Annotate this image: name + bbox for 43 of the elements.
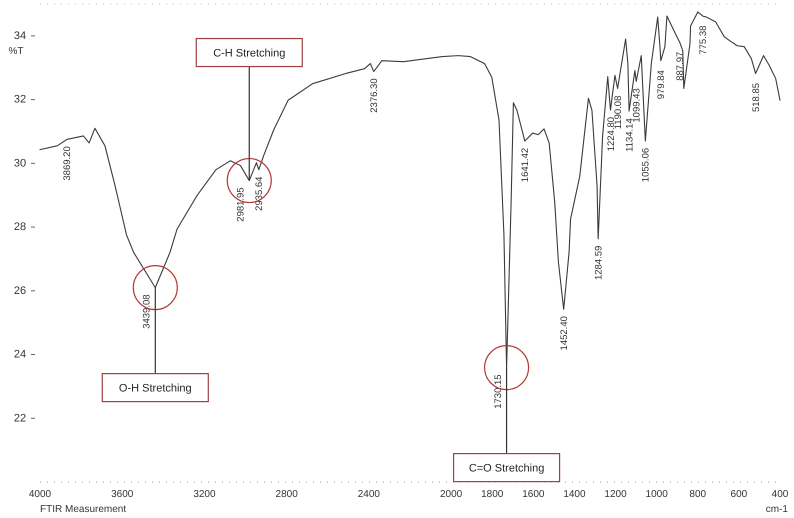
x-tick-label: 1200 <box>604 489 628 500</box>
annotation: 3439.08 <box>142 294 153 329</box>
annotation: 1190.08 <box>612 96 624 130</box>
x-tick-label: 1000 <box>646 489 668 500</box>
x-tick-label: 2800 <box>276 489 298 500</box>
annotation: 518.85 <box>750 82 762 112</box>
x-tick-label: 3200 <box>193 489 216 500</box>
x-tick-label: 3600 <box>111 489 134 500</box>
annotation: 1730.15 <box>492 374 504 409</box>
x-tick-label: 1400 <box>563 489 586 500</box>
annotation: 1055.06 <box>640 148 652 182</box>
x-tick-label: 1800 <box>481 489 504 500</box>
annotation: 887.97 <box>675 52 686 81</box>
x-tick-label: 4000 <box>28 489 52 500</box>
x-tick-label: 600 <box>730 489 748 500</box>
x-tick-label: 2400 <box>358 489 380 500</box>
annotation: O-H Stretching <box>118 382 192 394</box>
y-tick-label: 32 <box>14 94 26 106</box>
annotation: 1284.59 <box>593 246 604 280</box>
y-axis-title: %T <box>8 46 24 57</box>
x-axis-title: cm-1 <box>766 504 788 515</box>
annotation: 1099.43 <box>632 88 643 123</box>
y-tick-label: 34 <box>14 30 26 42</box>
y-tick-label: 22 <box>14 412 26 424</box>
annotation: 3869.20 <box>62 146 74 181</box>
y-tick-label: 26 <box>14 284 26 297</box>
annotation: C=O Stretching <box>468 462 544 474</box>
text: FTIR Measurement <box>40 504 126 515</box>
annotation: 2376.30 <box>369 78 380 113</box>
annotation: 1641.42 <box>520 148 532 182</box>
y-tick-label: 28 <box>14 221 26 234</box>
annotation: 2935.64 <box>254 176 266 211</box>
y-tick-label: 30 <box>14 157 26 170</box>
annotation: C-H Stretching <box>213 47 286 60</box>
x-tick-label: 400 <box>772 489 789 500</box>
x-tick-label: 1600 <box>522 489 545 500</box>
x-tick-label: 800 <box>689 489 707 500</box>
annotation: 1452.40 <box>559 316 570 350</box>
annotation: 775.38 <box>698 26 710 55</box>
y-tick-label: 24 <box>14 348 26 361</box>
x-tick-label: 2000 <box>440 489 463 500</box>
annotation: 2981.95 <box>236 187 247 222</box>
annotation: 979.84 <box>656 70 668 100</box>
